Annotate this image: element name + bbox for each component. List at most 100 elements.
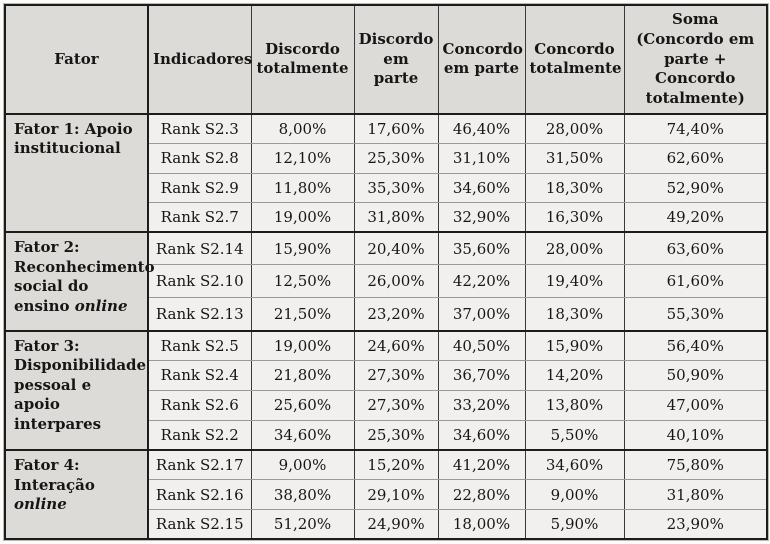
indicator-cell: Rank S2.5 bbox=[147, 329, 252, 361]
value-cell: 35,60% bbox=[437, 231, 526, 266]
value-cell: 31,80% bbox=[623, 479, 768, 510]
value-cell: 13,80% bbox=[524, 389, 625, 421]
value-cell: 62,60% bbox=[623, 143, 768, 174]
value-cell: 31,10% bbox=[437, 143, 526, 174]
factor-cell: Fator 2: Reconhecimento social do ensino… bbox=[4, 231, 155, 332]
survey-results-table: Fator Indicadores Discordo totalmente Di… bbox=[3, 3, 769, 541]
value-cell: 25,30% bbox=[353, 419, 439, 451]
value-cell: 19,00% bbox=[250, 329, 355, 361]
value-cell: 18,30% bbox=[524, 172, 625, 204]
factor-label: Fator 4: Interação bbox=[14, 456, 95, 494]
factor-cell: Fator 4: Interação online bbox=[4, 449, 149, 540]
value-cell: 25,60% bbox=[250, 389, 355, 421]
table-row: Rank S2.8 12,10% 25,30% 31,10% 31,50% 62,60% bbox=[5, 143, 768, 174]
value-cell: 22,80% bbox=[437, 479, 526, 510]
value-cell: 27,30% bbox=[353, 359, 439, 391]
table-row: Rank S2.15 51,20% 24,90% 18,00% 5,90% 23,90% bbox=[5, 508, 768, 540]
factor-cell: Fator 1: Apoio institucional bbox=[4, 112, 149, 234]
table-row: Rank S2.2 34,60% 25,30% 34,60% 5,50% 40,10% bbox=[5, 419, 768, 451]
value-cell: 21,80% bbox=[250, 359, 355, 391]
value-cell: 36,70% bbox=[437, 359, 526, 391]
indicator-cell: Rank S2.7 bbox=[147, 202, 252, 233]
value-cell: 9,00% bbox=[250, 449, 355, 481]
column-header-indicadores: Indicadores bbox=[147, 4, 252, 115]
value-cell: 50,90% bbox=[623, 359, 768, 391]
value-cell: 16,30% bbox=[524, 202, 625, 233]
value-cell: 26,00% bbox=[353, 264, 439, 299]
table-row: Rank S2.4 21,80% 27,30% 36,70% 14,20% 50,90% bbox=[5, 359, 768, 391]
table-row: Rank S2.10 12,50% 26,00% 42,20% 19,40% 61,60% bbox=[5, 264, 768, 299]
value-cell: 32,90% bbox=[437, 202, 526, 233]
value-cell: 34,60% bbox=[250, 419, 355, 451]
value-cell: 37,00% bbox=[437, 297, 526, 332]
value-cell: 19,00% bbox=[250, 202, 355, 233]
table-body: Fator 1: Apoio institucional Rank S2.3 8,0… bbox=[4, 112, 768, 540]
value-cell: 12,50% bbox=[250, 264, 355, 299]
value-cell: 17,60% bbox=[353, 113, 439, 145]
value-cell: 38,80% bbox=[250, 479, 355, 510]
value-cell: 27,30% bbox=[353, 389, 439, 421]
value-cell: 24,90% bbox=[353, 508, 439, 540]
value-cell: 56,40% bbox=[623, 329, 768, 361]
value-cell: 15,20% bbox=[353, 449, 439, 481]
value-cell: 9,00% bbox=[524, 479, 625, 510]
column-header-discordo-totalmente: Discordo totalmente bbox=[250, 4, 355, 115]
column-header-concordo-totalmente: Concordo totalmente bbox=[524, 4, 625, 115]
value-cell: 31,50% bbox=[524, 143, 625, 174]
column-header-discordo-em-parte: Discordo em parte bbox=[353, 4, 439, 115]
value-cell: 75,80% bbox=[623, 449, 768, 481]
value-cell: 19,40% bbox=[524, 264, 625, 299]
value-cell: 5,90% bbox=[524, 508, 625, 540]
value-cell: 74,40% bbox=[623, 113, 768, 145]
value-cell: 52,90% bbox=[623, 172, 768, 204]
value-cell: 28,00% bbox=[524, 231, 625, 266]
value-cell: 49,20% bbox=[623, 202, 768, 233]
value-cell: 35,30% bbox=[353, 172, 439, 204]
value-cell: 34,60% bbox=[524, 449, 625, 481]
value-cell: 12,10% bbox=[250, 143, 355, 174]
indicator-cell: Rank S2.6 bbox=[147, 389, 252, 421]
table-row: Fator 3: Disponibilidade pessoal e apoio… bbox=[4, 329, 768, 452]
value-cell: 20,40% bbox=[353, 231, 439, 266]
table-header: Fator Indicadores Discordo totalmente Di… bbox=[4, 4, 768, 115]
value-cell: 40,50% bbox=[437, 329, 526, 361]
value-cell: 47,00% bbox=[623, 389, 768, 421]
value-cell: 18,30% bbox=[524, 297, 625, 332]
header-row: Fator Indicadores Discordo totalmente Di… bbox=[4, 4, 768, 115]
factor-label: Fator 1: Apoio institucional bbox=[14, 119, 133, 158]
indicator-cell: Rank S2.2 bbox=[147, 419, 252, 451]
indicator-cell: Rank S2.17 bbox=[147, 449, 252, 481]
value-cell: 23,90% bbox=[623, 508, 768, 540]
indicator-cell: Rank S2.4 bbox=[147, 359, 252, 391]
value-cell: 41,20% bbox=[437, 449, 526, 481]
value-cell: 63,60% bbox=[623, 231, 768, 266]
factor-label-italic: online bbox=[74, 296, 128, 315]
table-row: Fator 4: Interação online Rank S2.17 9,00%… bbox=[4, 449, 768, 540]
indicator-cell: Rank S2.14 bbox=[147, 231, 252, 266]
value-cell: 42,20% bbox=[437, 264, 526, 299]
indicator-cell: Rank S2.8 bbox=[147, 143, 252, 174]
value-cell: 11,80% bbox=[250, 172, 355, 204]
table-row: Rank S2.7 19,00% 31,80% 32,90% 16,30% 49,20% bbox=[5, 202, 768, 233]
value-cell: 46,40% bbox=[437, 113, 526, 145]
indicator-cell: Rank S2.9 bbox=[147, 172, 252, 204]
column-header-soma: Soma (Concordo em parte + Concordo total… bbox=[623, 4, 768, 115]
value-cell: 29,10% bbox=[353, 479, 439, 510]
indicator-cell: Rank S2.10 bbox=[147, 264, 252, 299]
value-cell: 24,60% bbox=[353, 329, 439, 361]
value-cell: 55,30% bbox=[623, 297, 768, 332]
value-cell: 23,20% bbox=[353, 297, 439, 332]
column-header-concordo-em-parte: Concordo em parte bbox=[437, 4, 526, 115]
value-cell: 14,20% bbox=[524, 359, 625, 391]
table-row: Rank S2.9 11,80% 35,30% 34,60% 18,30% 52,90% bbox=[5, 172, 768, 204]
factor-label: Fator 2: Reconhecimento social do ensino bbox=[14, 238, 155, 315]
table-row: Rank S2.13 21,50% 23,20% 37,00% 18,30% 55,30% bbox=[5, 297, 768, 332]
factor-label: Fator 3: Disponibilidade pessoal e apoio… bbox=[14, 336, 147, 433]
table-row: Fator 1: Apoio institucional Rank S2.3 8,0… bbox=[4, 112, 768, 234]
value-cell: 28,00% bbox=[524, 113, 625, 145]
value-cell: 15,90% bbox=[250, 231, 355, 266]
value-cell: 21,50% bbox=[250, 297, 355, 332]
value-cell: 31,80% bbox=[353, 202, 439, 233]
value-cell: 34,60% bbox=[437, 419, 526, 451]
